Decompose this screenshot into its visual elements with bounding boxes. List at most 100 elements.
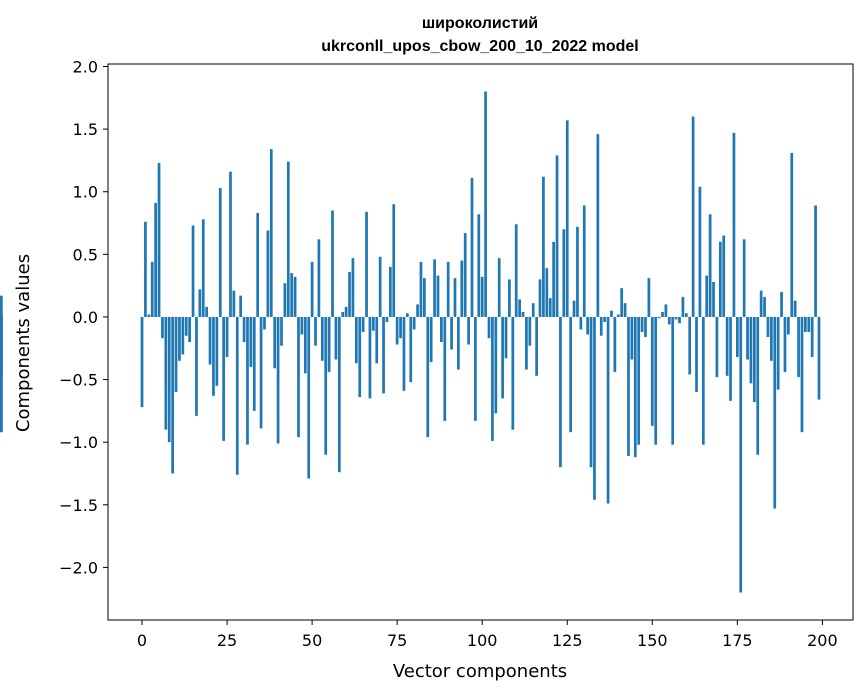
bar-141: [620, 288, 624, 317]
bar-15: [191, 225, 195, 317]
bar-55: [327, 316, 331, 373]
bar-145: [633, 316, 637, 458]
bar-117: [538, 279, 542, 317]
bar-14: [188, 316, 191, 342]
bar-87: [436, 275, 440, 317]
bar-100: [480, 276, 484, 317]
bar-28: [235, 316, 239, 475]
bar-160: [684, 313, 688, 317]
bar-49: [307, 316, 311, 479]
bar-10: [174, 316, 178, 393]
bar-151: [654, 316, 658, 445]
bar-112: [521, 311, 525, 317]
bar-140: [616, 314, 620, 317]
bar-136: [603, 316, 607, 322]
bar-45: [293, 276, 297, 317]
bar-130: [582, 205, 586, 317]
x-tick-label: 175: [722, 631, 753, 650]
y-tick-label: 1.0: [73, 183, 98, 202]
bar-33: [252, 316, 256, 411]
bar-120: [548, 298, 552, 317]
bar-85: [429, 316, 433, 363]
bar-116: [535, 316, 538, 376]
bar-139: [613, 316, 617, 373]
bar-42: [283, 283, 287, 317]
bar-30: [242, 316, 246, 342]
x-tick-label: 100: [467, 631, 498, 650]
bar-123: [559, 316, 562, 468]
bar-22: [215, 316, 219, 386]
bar-47: [300, 316, 304, 335]
bar-198: [814, 205, 817, 317]
bar-52: [317, 239, 321, 317]
bar-169: [715, 316, 719, 378]
bar-174: [732, 132, 736, 317]
bar-80: [412, 316, 416, 330]
bar-62: [351, 258, 355, 317]
bar-180: [752, 316, 756, 403]
y-axis-ticks: 2.0 1.5 1.0 0.5 0.0 −0.5 −1.0 −1.5 −2.0: [59, 58, 108, 577]
bar-189: [783, 316, 787, 373]
bar-205: [0, 295, 3, 317]
bar-32: [249, 316, 253, 368]
bar-4: [154, 203, 157, 317]
bar-131: [586, 316, 590, 335]
bar-84: [426, 316, 430, 438]
bar-184: [766, 316, 770, 337]
bar-183: [763, 296, 766, 317]
bar-11: [178, 316, 181, 361]
bar-167: [708, 214, 712, 317]
plot-area: 0 25 50 75 100 125 150 175 200 2.0 1.5 1.0 0.5 0.0 −0…: [0, 58, 854, 650]
bar-155: [667, 316, 671, 325]
bar-64: [358, 316, 362, 398]
bar-108: [508, 279, 511, 317]
y-tick-label: −0.5: [59, 371, 98, 390]
bar-107: [504, 316, 508, 359]
bar-25: [225, 316, 229, 358]
bar-103: [491, 316, 494, 441]
bar-7: [164, 316, 168, 430]
bar-192: [793, 300, 797, 317]
bar-132: [589, 316, 593, 468]
bar-92: [453, 278, 457, 317]
bar-20: [208, 316, 212, 365]
bar-194: [800, 316, 804, 433]
bar-164: [698, 186, 702, 317]
bar-146: [637, 316, 641, 445]
bar-190: [787, 316, 790, 335]
bar-118: [542, 176, 545, 317]
bar-181: [756, 316, 760, 455]
bar-86: [433, 259, 436, 317]
bar-134: [596, 134, 600, 317]
bar-70: [378, 256, 382, 317]
bar-94: [460, 260, 464, 317]
bar-51: [314, 316, 317, 346]
bar-5: [157, 162, 161, 317]
bar-54: [324, 316, 328, 455]
bar-44: [290, 273, 294, 317]
bar-66: [365, 211, 368, 317]
bar-104: [494, 316, 498, 414]
bar-88: [440, 316, 443, 342]
bar-76: [399, 316, 402, 339]
bar-50: [310, 261, 314, 317]
bar-119: [545, 268, 549, 317]
bar-143: [627, 316, 630, 456]
bar-168: [712, 281, 715, 317]
bar-126: [569, 316, 573, 433]
bar-46: [297, 316, 300, 438]
bar-99: [477, 214, 481, 317]
x-tick-label: 75: [387, 631, 407, 650]
bar-58: [337, 316, 341, 473]
bar-6: [161, 316, 164, 339]
bar-16: [195, 316, 198, 416]
bar-144: [630, 316, 634, 360]
x-tick-label: 150: [637, 631, 668, 650]
bar-128: [576, 226, 579, 317]
bar-127: [572, 300, 576, 317]
bar-149: [647, 278, 651, 317]
bar-179: [749, 316, 753, 384]
bar-19: [205, 306, 209, 317]
bar-124: [562, 229, 566, 317]
